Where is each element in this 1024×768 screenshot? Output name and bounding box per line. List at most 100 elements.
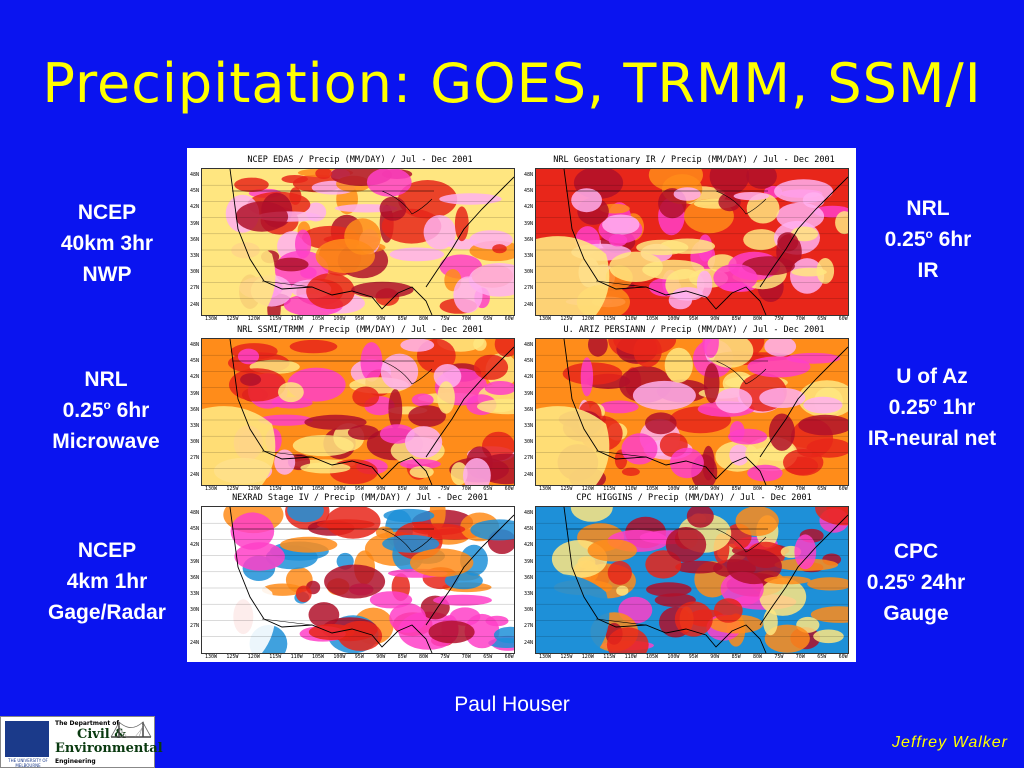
university-crest-icon <box>5 721 49 757</box>
lat-tick-label: 42N <box>524 542 534 549</box>
lon-tick-label: 80W <box>419 486 429 492</box>
lon-tick-label: 65W <box>817 654 827 660</box>
precip-region <box>366 169 412 197</box>
precip-region <box>444 572 483 590</box>
map-title: NCEP EDAS / Precip (MM/DAY) / Jul - Dec … <box>247 155 473 165</box>
label-nrl-ir: NRL 0.25o 6hr IR <box>884 197 972 282</box>
lon-tick-label: 65W <box>483 316 493 322</box>
lat-tick-label: 33N <box>190 253 200 259</box>
precip-region <box>383 508 435 523</box>
precip-region <box>411 523 466 536</box>
lon-tick-label: 65W <box>817 316 827 322</box>
lon-tick-label: 125W <box>560 654 573 660</box>
precip-region <box>400 459 441 470</box>
lon-tick-label: 120W <box>247 654 260 660</box>
precip-region <box>764 624 810 653</box>
map-title: CPC HIGGINS / Precip (MM/DAY) / Jul - De… <box>576 493 812 503</box>
precip-region <box>408 405 446 427</box>
precip-region <box>352 386 380 407</box>
precip-region <box>764 339 797 357</box>
lon-tick-label: 70W <box>461 486 471 492</box>
precip-region <box>803 396 843 414</box>
precip-region <box>464 613 500 649</box>
precip-region <box>571 188 602 213</box>
lon-tick-label: 100W <box>667 486 680 492</box>
precip-region <box>536 406 610 485</box>
lon-tick-label: 90W <box>710 486 720 492</box>
lon-tick-label: 60W <box>504 316 514 322</box>
lon-tick-label: 110W <box>290 654 303 660</box>
precip-region <box>473 339 487 351</box>
lon-tick-label: 100W <box>667 654 680 660</box>
lat-tick-label: 33N <box>524 591 534 597</box>
precip-region <box>400 339 435 352</box>
precip-region <box>351 281 414 299</box>
department-logo: THE UNIVERSITY OF MELBOURNE The Departme… <box>0 716 163 768</box>
precip-map <box>536 339 848 485</box>
lon-tick-label: 90W <box>710 654 720 660</box>
precip-map-panel <box>535 338 849 486</box>
lon-tick-label: 70W <box>795 654 805 660</box>
precip-region <box>729 444 750 466</box>
precip-region <box>713 598 743 623</box>
lon-tick-label: 105W <box>312 654 325 660</box>
lat-tick-label: 33N <box>190 591 200 597</box>
lat-tick-label: 45N <box>524 358 534 365</box>
precip-region <box>747 464 783 482</box>
lon-tick-label: 75W <box>774 316 784 322</box>
precip-region <box>234 177 269 192</box>
lat-tick-label: 30N <box>524 439 534 446</box>
lon-tick-label: 130W <box>539 486 552 492</box>
precip-region <box>673 187 701 201</box>
precip-map-panel <box>535 506 849 654</box>
precip-region <box>607 560 632 585</box>
lon-tick-label: 125W <box>560 486 573 492</box>
precip-region <box>588 339 608 357</box>
lat-tick-label: 45N <box>190 188 200 195</box>
lat-tick-label: 45N <box>524 188 534 195</box>
precip-region <box>289 187 302 205</box>
lon-tick-label: 90W <box>376 316 386 322</box>
precip-region <box>304 414 367 430</box>
precip-region <box>715 388 753 414</box>
precip-region <box>746 193 780 224</box>
precip-region <box>300 266 317 279</box>
lat-tick-label: 27N <box>524 455 534 462</box>
lon-tick-label: 95W <box>688 654 698 660</box>
map-title: NRL SSMI/TRMM / Precip (MM/DAY) / Jul - … <box>237 325 483 335</box>
precip-region <box>484 381 514 395</box>
precip-region <box>609 251 663 282</box>
precip-region <box>409 466 434 478</box>
precip-region <box>613 339 677 356</box>
precip-region <box>702 339 719 358</box>
lon-tick-label: 115W <box>603 486 616 492</box>
lon-tick-label: 120W <box>581 486 594 492</box>
lon-tick-label: 85W <box>397 486 407 492</box>
precip-region <box>735 507 779 536</box>
lon-tick-label: 110W <box>290 486 303 492</box>
lon-tick-label: 65W <box>483 486 493 492</box>
lat-tick-label: 36N <box>190 236 200 243</box>
precip-region <box>469 230 513 250</box>
precip-region <box>608 234 628 247</box>
lat-tick-label: 24N <box>524 301 534 308</box>
label-ncep-radar: NCEP 4km 1hr Gage/Radar <box>48 539 166 624</box>
precip-region <box>768 413 795 451</box>
precip-region <box>360 342 383 382</box>
lat-tick-label: 30N <box>190 439 200 446</box>
state-borders <box>232 528 434 626</box>
coastline <box>229 507 514 653</box>
lon-tick-label: 130W <box>539 316 552 322</box>
precip-region <box>410 548 474 577</box>
coastline <box>563 507 848 653</box>
precip-region <box>315 169 333 179</box>
precip-region <box>733 192 770 201</box>
lon-tick-label: 75W <box>774 654 784 660</box>
lat-tick-label: 33N <box>190 423 200 429</box>
lon-tick-label: 90W <box>376 654 386 660</box>
lon-tick-label: 100W <box>333 486 346 492</box>
precip-region <box>324 564 386 599</box>
precip-region <box>536 574 610 653</box>
state-borders <box>566 360 768 458</box>
precip-region <box>433 594 492 606</box>
